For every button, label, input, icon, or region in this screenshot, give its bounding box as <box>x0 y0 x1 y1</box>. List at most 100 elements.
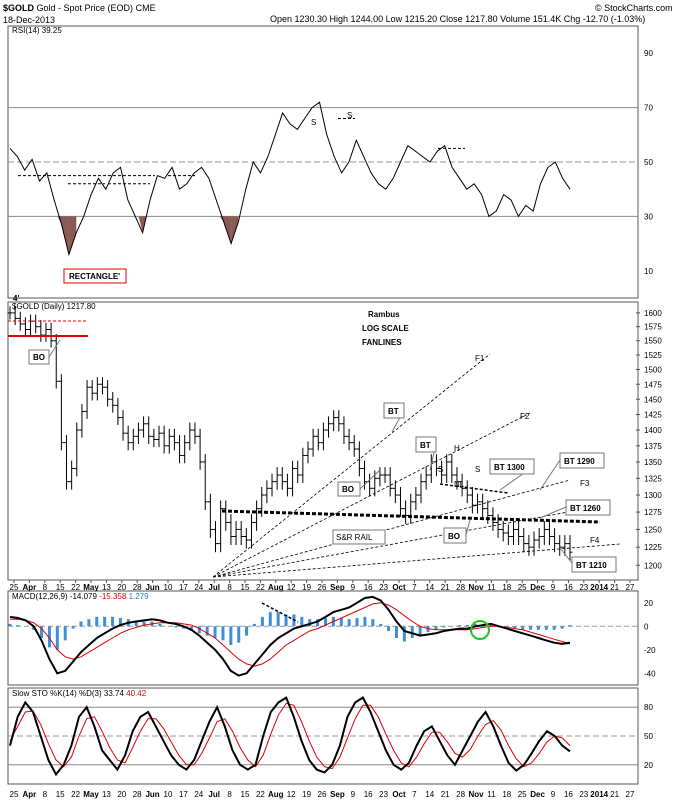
note-bo-1: BO <box>33 353 45 362</box>
x-tick-label: 25 <box>10 583 19 592</box>
price-tick: 1550 <box>644 337 662 346</box>
note-f1: F1 <box>475 354 485 363</box>
macd-trend-dash <box>261 602 299 623</box>
x-tick-label: 17 <box>179 790 188 799</box>
box-bo-3 <box>443 527 467 544</box>
x-tick-label: 23 <box>379 583 388 592</box>
x-tick-label: 23 <box>579 583 588 592</box>
x-tick-label: 21 <box>441 583 450 592</box>
box-bt1290 <box>559 452 605 469</box>
x-tick-label: 16 <box>364 583 373 592</box>
x-tick-label: 22 <box>256 583 265 592</box>
x-tick-label: 28 <box>456 583 465 592</box>
x-tick-label: Apr <box>23 583 37 592</box>
sto-d-line <box>9 702 571 770</box>
x-tick-label: 7 <box>412 583 417 592</box>
pointer-line <box>539 459 561 491</box>
chart-date: 18-Dec-2013 <box>3 15 55 25</box>
macd-pane <box>7 590 639 686</box>
note-bt1290: BT 1290 <box>564 457 595 466</box>
x-tick-label: 2014 <box>590 790 608 799</box>
rsi-oversold-fill <box>138 216 147 233</box>
x-tick-label: 16 <box>564 790 573 799</box>
box-bt-2 <box>415 436 437 453</box>
x-tick-label: Dec <box>530 583 545 592</box>
x-tick-label: 23 <box>579 790 588 799</box>
x-tick-label: 25 <box>518 583 527 592</box>
price-title: $GOLD (Daily) 1217.80 <box>12 302 96 311</box>
x-tick-label: 9 <box>351 583 356 592</box>
x-tick-label: 27 <box>626 583 635 592</box>
note-bt-2: BT <box>420 441 431 450</box>
x-tick-label: Aug <box>268 790 284 799</box>
note-f3: F3 <box>580 479 590 488</box>
macd-line <box>9 595 571 677</box>
x-tick-label: 7 <box>412 790 417 799</box>
price-tick: 1575 <box>644 323 662 332</box>
x-tick-label: May <box>83 583 99 592</box>
x-tick-label: Oct <box>392 583 406 592</box>
sto-tick: 50 <box>644 732 653 741</box>
x-tick-label: 18 <box>502 790 511 799</box>
x-tick-label: Dec <box>530 790 545 799</box>
box-bt1300 <box>489 458 535 475</box>
x-tick-label: 28 <box>456 790 465 799</box>
note-bt-1: BT <box>388 407 399 416</box>
x-tick-label: Apr <box>23 790 37 799</box>
x-tick-label: 14 <box>425 790 434 799</box>
x-tick-label: 12 <box>287 583 296 592</box>
x-tick-label: Jul <box>208 790 220 799</box>
note-bo-3: BO <box>448 532 460 541</box>
x-tick-label: 25 <box>10 790 19 799</box>
fanline-f4 <box>212 507 591 578</box>
sr-rail-line <box>221 509 601 524</box>
fanline-f3 <box>212 479 571 578</box>
price-tick: 1475 <box>644 380 662 389</box>
x-tick-label: 26 <box>318 583 327 592</box>
x-tick-label: 22 <box>256 790 265 799</box>
macd-tick: -20 <box>644 646 656 655</box>
x-tick-label: 8 <box>43 583 48 592</box>
x-tick-label: 22 <box>71 790 80 799</box>
note-f4: F4 <box>590 536 600 545</box>
x-tick-label: 27 <box>626 790 635 799</box>
rsi-oversold-fill <box>68 216 77 255</box>
x-tick-label: 16 <box>564 583 573 592</box>
fanline-f1 <box>212 353 491 578</box>
macd-tick: -40 <box>644 669 656 678</box>
x-tick-label: 8 <box>43 790 48 799</box>
rsi-title: RSI(14) 39.25 <box>12 26 62 35</box>
x-tick-label: Nov <box>468 583 484 592</box>
x-tick-label: 18 <box>502 583 511 592</box>
price-tick: 1600 <box>644 309 662 318</box>
x-tick-label: 13 <box>102 790 111 799</box>
x-tick-label: May <box>83 790 99 799</box>
rsi-tick: 70 <box>644 104 653 113</box>
x-tick-label: 15 <box>56 583 65 592</box>
rsi-shoulder-right: S <box>347 111 352 120</box>
pointer-line <box>465 519 471 536</box>
rsi-tick: 10 <box>644 267 653 276</box>
x-tick-label: 21 <box>441 790 450 799</box>
macd-tick: 0 <box>644 622 649 631</box>
macd-cross-circle <box>470 620 490 640</box>
neckline <box>439 483 509 494</box>
fanline-f5 <box>212 543 621 578</box>
x-tick-label: 19 <box>302 583 311 592</box>
price-tick: 1375 <box>644 442 662 451</box>
note-bt1210: BT 1210 <box>576 561 607 570</box>
copyright: © StockCharts.com <box>595 3 673 13</box>
note-fanlines: FANLINES <box>362 338 402 347</box>
x-tick-label: Jul <box>208 583 220 592</box>
note-s-left: S <box>438 465 443 474</box>
pointer-line <box>539 506 567 519</box>
macd-tick: 20 <box>644 599 653 608</box>
x-tick-label: 28 <box>133 790 142 799</box>
x-tick-label: 15 <box>241 790 250 799</box>
note-sr-rail: S&R RAIL <box>336 533 373 542</box>
x-tick-label: 12 <box>287 790 296 799</box>
x-tick-label: 13 <box>102 583 111 592</box>
rsi-tick: 90 <box>644 49 653 58</box>
sto-tick: 80 <box>644 703 653 712</box>
